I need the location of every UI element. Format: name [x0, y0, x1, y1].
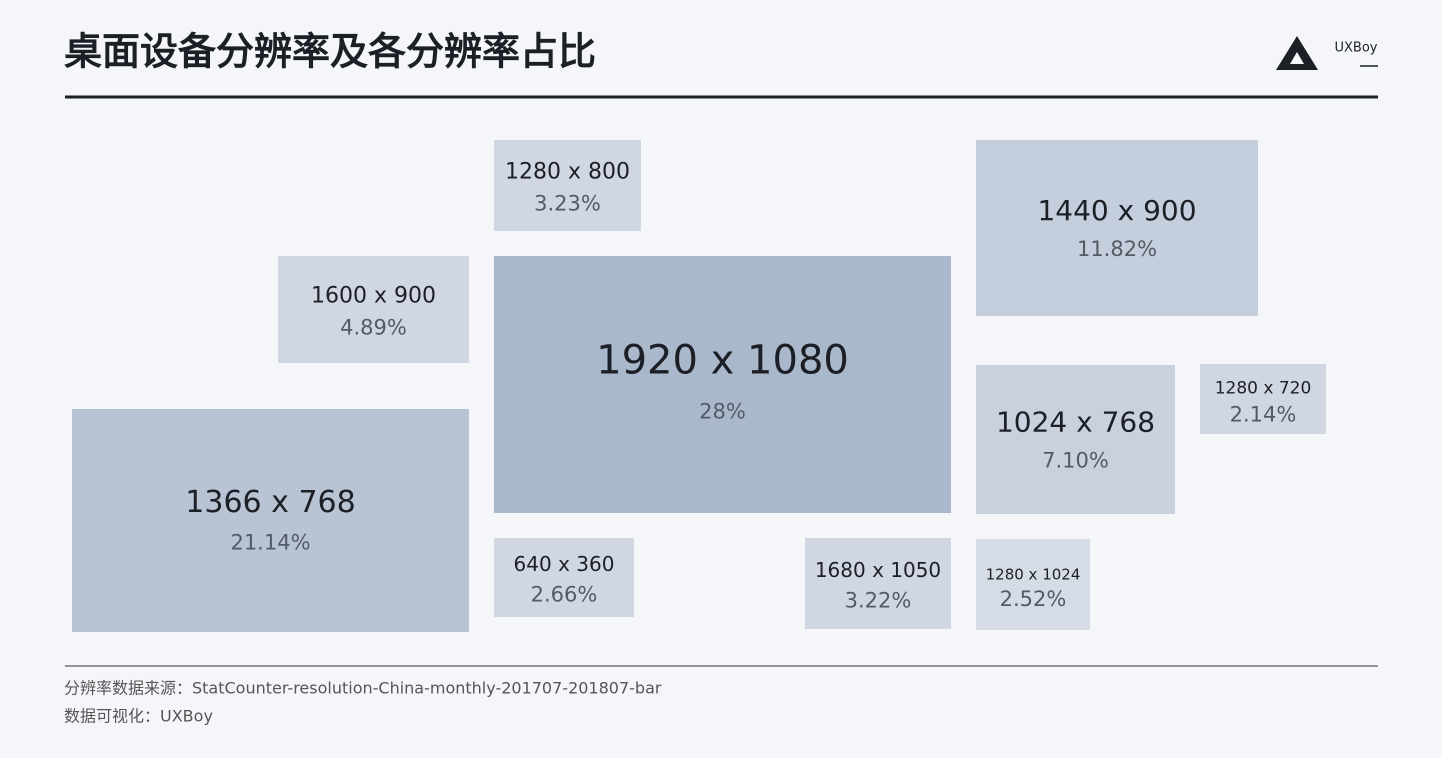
tile-label: 1680 x 1050: [815, 558, 941, 582]
tile: [494, 140, 641, 231]
value-label: 2.66%: [531, 583, 598, 607]
logo: UXBoy: [1276, 36, 1378, 70]
logo-icon: [1276, 36, 1318, 70]
tile-label: 1440 x 900: [1037, 194, 1196, 227]
tile-label: 1366 x 768: [185, 485, 355, 520]
tile-label: 1920 x 1080: [596, 338, 849, 384]
source-note: 分辨率数据来源：StatCounter-resolution-China-mon…: [64, 679, 662, 698]
tile: [72, 409, 469, 632]
value-label: 2.14%: [1230, 403, 1297, 427]
credit-note: 数据可视化：UXBoy: [64, 707, 213, 726]
value-label: 2.52%: [1000, 587, 1067, 611]
value-label: 3.22%: [845, 589, 912, 613]
value-label: 4.89%: [340, 316, 407, 340]
tile: [494, 538, 634, 617]
tile: [278, 256, 469, 363]
tile-label: 1024 x 768: [996, 406, 1155, 439]
value-label: 3.23%: [534, 192, 601, 216]
tile-label: 640 x 360: [514, 552, 615, 576]
value-label: 21.14%: [230, 531, 310, 555]
tile-label: 1280 x 1024: [986, 566, 1081, 584]
tile-label: 1280 x 800: [505, 160, 630, 185]
tile: [494, 256, 951, 513]
chart-title: 桌面设备分辨率及各分辨率占比: [64, 30, 596, 74]
tile: [976, 365, 1175, 514]
tile: [976, 539, 1090, 630]
tile: [805, 538, 951, 629]
tile-label: 1280 x 720: [1215, 379, 1312, 399]
value-label: 28%: [699, 400, 746, 424]
tile: [1200, 364, 1326, 434]
tile: [976, 140, 1258, 316]
value-label: 7.10%: [1042, 449, 1109, 473]
value-label: 11.82%: [1077, 237, 1157, 261]
brand: UXBoy: [1335, 41, 1378, 56]
tile-label: 1600 x 900: [311, 284, 436, 309]
